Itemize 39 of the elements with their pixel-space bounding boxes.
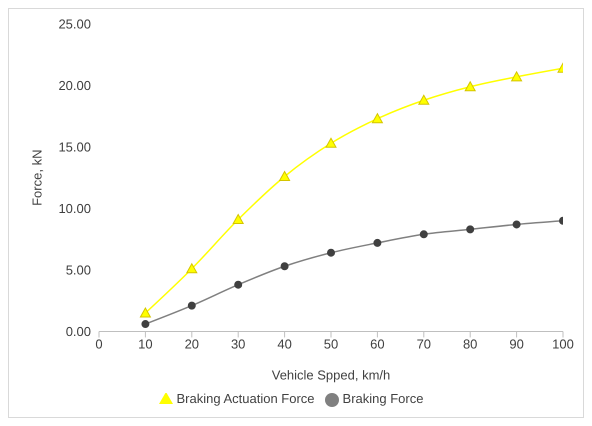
point bbox=[140, 307, 151, 318]
point bbox=[464, 81, 476, 92]
point bbox=[186, 263, 198, 274]
point bbox=[420, 230, 428, 238]
y-tick-label: 25.00 bbox=[58, 16, 91, 32]
y-tick-label: 15.00 bbox=[58, 140, 91, 155]
point bbox=[326, 138, 336, 148]
point bbox=[512, 220, 521, 228]
x-tick-label: 30 bbox=[230, 336, 246, 352]
point bbox=[327, 248, 335, 257]
x-tick-label: 80 bbox=[462, 336, 478, 352]
x-tick-label: 20 bbox=[184, 336, 200, 352]
x-tick-label: 50 bbox=[324, 336, 338, 352]
x-tick-label: 0 bbox=[95, 336, 103, 352]
x-tick-label: 100 bbox=[552, 336, 574, 352]
point bbox=[372, 113, 383, 124]
point bbox=[188, 302, 196, 310]
point bbox=[232, 214, 244, 224]
legend-label: Braking Force bbox=[342, 391, 424, 406]
point bbox=[373, 238, 382, 247]
point bbox=[141, 320, 150, 328]
point bbox=[511, 71, 522, 82]
y-tick-label: 5.00 bbox=[66, 262, 91, 278]
x-axis-title: Vehicle Spped, km/h bbox=[272, 367, 390, 382]
y-tick-label: 20.00 bbox=[58, 78, 91, 94]
y-tick-label: 0.00 bbox=[66, 324, 91, 340]
point bbox=[279, 170, 290, 181]
x-tick-label: 90 bbox=[509, 336, 524, 352]
x-tick-label: 70 bbox=[416, 336, 432, 352]
point bbox=[280, 262, 289, 270]
y-tick-label: 10.00 bbox=[58, 201, 91, 216]
x-tick-label: 60 bbox=[370, 336, 385, 352]
x-tick-label: 10 bbox=[138, 336, 153, 352]
y-axis-title: Force, kN bbox=[30, 150, 45, 206]
legend-label: Braking Actuation Force bbox=[176, 391, 315, 406]
point bbox=[418, 94, 430, 105]
point bbox=[234, 280, 242, 289]
x-tick-label: 40 bbox=[277, 336, 292, 352]
point bbox=[466, 225, 474, 234]
